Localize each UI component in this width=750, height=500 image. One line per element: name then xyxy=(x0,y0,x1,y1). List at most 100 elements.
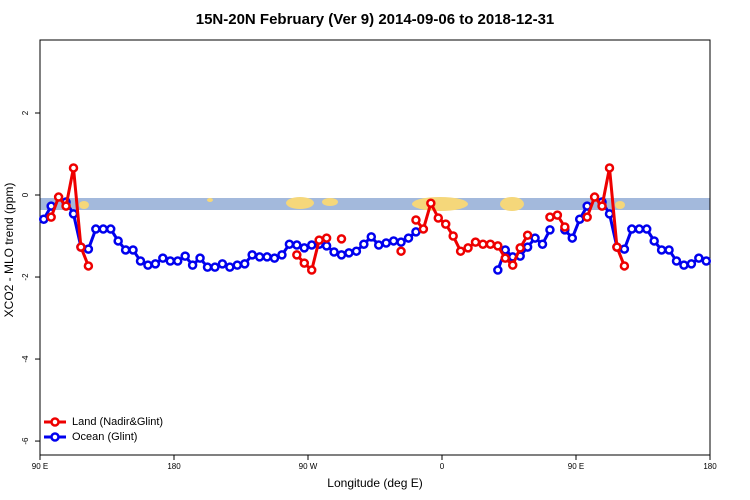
data-point xyxy=(403,233,414,243)
data-point xyxy=(388,236,399,246)
data-point xyxy=(321,233,332,243)
data-point xyxy=(329,247,339,257)
data-point xyxy=(634,224,645,234)
y-tick-label: 2 xyxy=(21,110,30,115)
data-point xyxy=(381,238,391,248)
y-tick-label: -4 xyxy=(21,355,30,363)
data-point xyxy=(470,237,481,247)
data-point xyxy=(396,237,406,247)
y-tick-label: -6 xyxy=(21,437,30,445)
data-point xyxy=(98,224,109,234)
data-point xyxy=(664,245,674,255)
data-point xyxy=(373,240,384,250)
data-point xyxy=(53,192,64,202)
legend-label: Land (Nadir&Glint) xyxy=(72,416,163,428)
data-point xyxy=(135,256,146,266)
data-point xyxy=(217,259,228,269)
x-tick-label: 0 xyxy=(440,462,445,471)
data-point xyxy=(150,259,161,269)
data-point xyxy=(500,253,511,263)
data-point xyxy=(299,243,310,253)
data-point xyxy=(627,224,637,234)
data-point xyxy=(396,246,406,256)
data-point xyxy=(560,222,570,232)
data-point xyxy=(306,265,317,275)
data-point xyxy=(485,239,496,249)
data-point xyxy=(292,250,302,260)
data-point xyxy=(277,250,287,260)
legend-marker xyxy=(50,417,60,427)
data-point xyxy=(61,201,71,211)
data-point xyxy=(172,256,183,266)
data-point xyxy=(254,252,265,262)
data-point xyxy=(366,232,377,242)
legend-label: Ocean (Glint) xyxy=(72,431,137,443)
data-point xyxy=(113,236,123,246)
data-point xyxy=(143,260,153,270)
data-point xyxy=(76,242,86,252)
data-point xyxy=(493,265,503,275)
data-point xyxy=(262,252,272,262)
data-point xyxy=(411,227,421,237)
data-point xyxy=(574,214,585,224)
data-point xyxy=(701,256,712,266)
data-point xyxy=(567,233,578,243)
plot-frame xyxy=(39,39,711,456)
x-tick-label: 180 xyxy=(167,462,181,471)
data-point xyxy=(105,224,116,234)
data-point xyxy=(418,224,429,234)
data-point xyxy=(612,242,622,252)
data-point xyxy=(411,215,421,225)
data-point xyxy=(440,219,451,229)
data-point xyxy=(239,259,250,269)
data-point xyxy=(493,241,503,251)
data-point xyxy=(545,212,555,222)
data-point xyxy=(619,261,630,271)
data-point xyxy=(91,224,101,234)
data-point xyxy=(522,242,533,252)
x-axis-label: Longitude (deg E) xyxy=(327,476,422,490)
data-point xyxy=(589,192,600,202)
y-tick-label: 0 xyxy=(21,192,30,197)
data-point xyxy=(463,243,473,253)
legend-marker xyxy=(50,432,60,442)
x-tick-label: 90 E xyxy=(568,462,584,471)
data-point xyxy=(68,163,79,173)
data-point xyxy=(686,259,697,269)
data-point xyxy=(128,245,138,255)
data-point xyxy=(210,262,220,272)
y-axis-label: XCO2 - MLO trend (ppm) xyxy=(2,183,16,318)
data-point xyxy=(336,250,347,260)
x-tick-label: 180 xyxy=(703,462,717,471)
data-point xyxy=(530,233,540,243)
data-point xyxy=(671,256,682,266)
data-point xyxy=(537,239,548,249)
data-point xyxy=(448,231,458,241)
data-point xyxy=(46,212,56,222)
data-point xyxy=(284,239,295,249)
data-point xyxy=(292,240,302,250)
data-point xyxy=(478,239,488,249)
data-point xyxy=(433,213,444,223)
data-point xyxy=(158,253,168,263)
x-tick-label: 90 W xyxy=(299,462,318,471)
data-point xyxy=(269,253,280,263)
data-point xyxy=(202,262,213,272)
data-point xyxy=(455,246,466,256)
data-point xyxy=(344,248,354,258)
data-point xyxy=(641,224,652,234)
data-point xyxy=(299,258,310,268)
data-point xyxy=(336,234,347,244)
data-point xyxy=(351,246,362,256)
data-point xyxy=(694,253,704,263)
data-point xyxy=(195,253,205,263)
data-point xyxy=(522,230,533,240)
data-point xyxy=(426,198,436,208)
data-point xyxy=(120,245,131,255)
y-tick-label: -2 xyxy=(21,273,30,281)
x-tick-label: 90 E xyxy=(32,462,48,471)
data-point xyxy=(83,261,94,271)
map-band xyxy=(40,197,710,211)
